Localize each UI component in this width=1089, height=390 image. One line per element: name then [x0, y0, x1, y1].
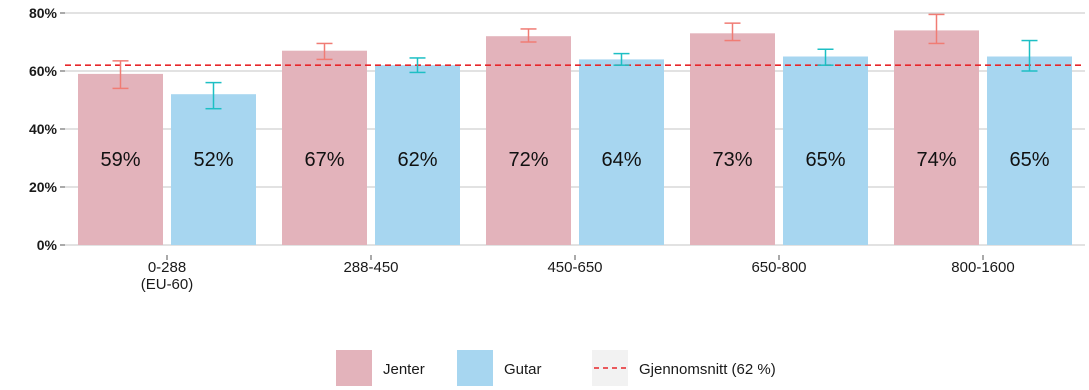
xtick-label-line: 650-800 [751, 259, 806, 276]
error-bars-group [112, 13, 1038, 110]
bar-gutar-3 [783, 56, 868, 245]
ytick-label-1: 20% [29, 179, 58, 195]
bar-label-gutar-1: 62% [397, 149, 437, 171]
legend-swatch [336, 350, 372, 386]
legend-swatch [457, 350, 493, 386]
xtick-label-line: (EU-60) [141, 276, 194, 293]
bar-label-gutar-2: 64% [601, 149, 641, 171]
bar-jenter-3 [690, 33, 775, 245]
bar-jenter-4 [894, 30, 979, 246]
y-axis: 0% 20% 40% 60% 80% [29, 5, 65, 253]
legend-label: Jenter [383, 361, 425, 378]
bar-label-jenter-3: 73% [712, 149, 752, 171]
bar-label-gutar-3: 65% [805, 149, 845, 171]
legend-item-0: Jenter [336, 350, 425, 386]
xtick-label-line: 288-450 [343, 259, 398, 276]
bar-label-jenter-2: 72% [508, 149, 548, 171]
bar-gutar-0 [171, 94, 256, 245]
bar-label-jenter-4: 74% [916, 149, 956, 171]
bar-label-jenter-1: 67% [304, 149, 344, 171]
xtick-label-line: 0-288 [148, 259, 186, 276]
errorbar-gutar-4 [1021, 39, 1038, 72]
bar-gutar-1 [375, 65, 460, 245]
xtick-label-line: 800-1600 [951, 259, 1014, 276]
bar-labels-group: 59% 52% 67% 62% 72% 64% 73% 65% 74% 65% [100, 149, 1049, 171]
xtick-label-4: 800-1600 [951, 259, 1014, 276]
xtick-label-3: 650-800 [751, 259, 806, 276]
legend-item-2: Gjennomsnitt (62 %) [592, 350, 776, 386]
ytick-label-2: 40% [29, 121, 58, 137]
bar-gutar-2 [579, 59, 664, 246]
errorbar-jenter-4 [928, 13, 945, 45]
x-axis: 0-288 (EU-60) 288-450 450-650 650-800 800-160… [141, 255, 1015, 293]
xtick-label-line: 450-650 [547, 259, 602, 276]
legend-label: Gjennomsnitt (62 %) [639, 361, 776, 378]
bar-jenter-1 [282, 50, 367, 246]
errorbar-jenter-3 [724, 22, 741, 42]
legend: Jenter Gutar Gjennomsnitt (62 %) [336, 350, 776, 386]
errorbar-gutar-0 [205, 81, 222, 110]
bar-label-jenter-0: 59% [100, 149, 140, 171]
legend-item-1: Gutar [457, 350, 542, 386]
ytick-label-4: 80% [29, 5, 58, 21]
errorbar-jenter-2 [520, 28, 537, 43]
bars-group [78, 30, 1072, 246]
ytick-label-0: 0% [37, 237, 58, 253]
bar-label-gutar-0: 52% [193, 149, 233, 171]
errorbar-jenter-0 [112, 60, 129, 90]
legend-label: Gutar [504, 361, 542, 378]
errorbar-gutar-3 [817, 48, 834, 66]
bar-jenter-0 [78, 73, 163, 246]
bar-label-gutar-4: 65% [1009, 149, 1049, 171]
xtick-label-0: 0-288 (EU-60) [141, 259, 194, 293]
errorbar-jenter-1 [316, 42, 333, 61]
xtick-label-1: 288-450 [343, 259, 398, 276]
xtick-label-2: 450-650 [547, 259, 602, 276]
errorbar-gutar-2 [613, 52, 630, 66]
bar-gutar-4 [987, 56, 1072, 245]
errorbar-gutar-1 [409, 57, 426, 74]
ytick-label-3: 60% [29, 63, 58, 79]
bar-jenter-2 [486, 36, 571, 246]
